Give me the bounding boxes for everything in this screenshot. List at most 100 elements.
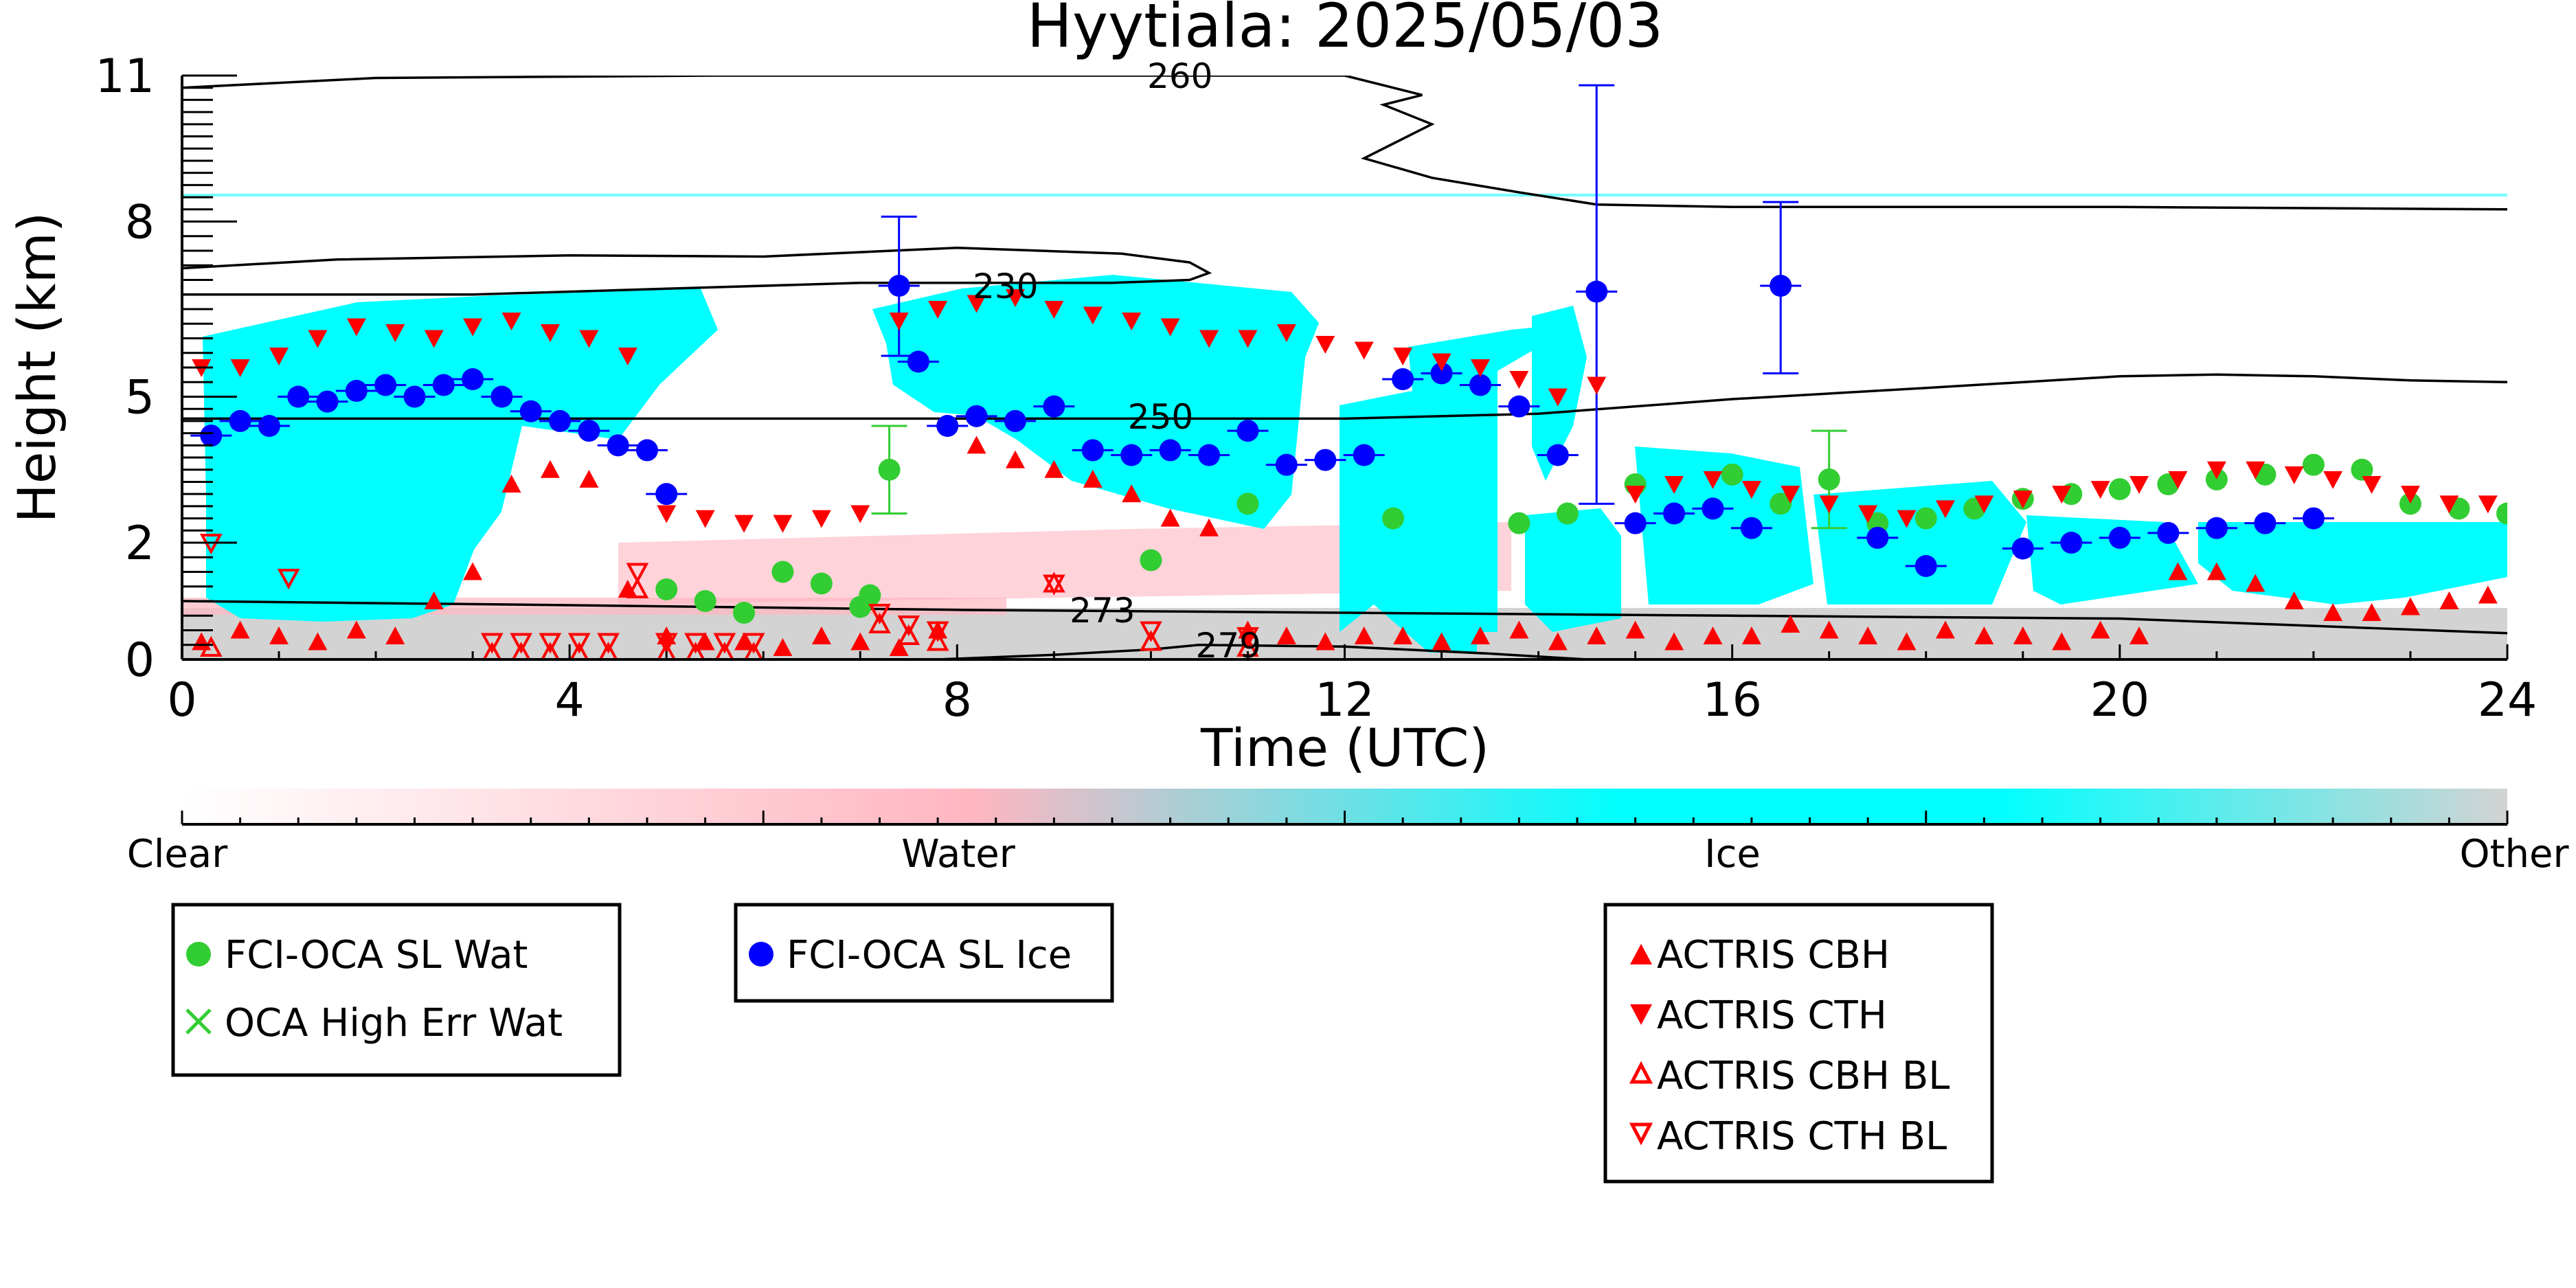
marker-actris-cth	[2129, 476, 2149, 494]
marker-oca-ice	[636, 439, 658, 462]
legend-ice-box	[734, 903, 1114, 1003]
marker-actris-cbh	[1664, 632, 1684, 651]
legend-marker-cbh	[1630, 944, 1652, 964]
marker-actris-cbh	[2246, 574, 2266, 592]
marker-actris-cth	[1548, 388, 1568, 407]
marker-actris-cth	[2052, 486, 2072, 504]
marker-oca-ice	[965, 405, 988, 427]
marker-actris-cth	[1858, 505, 1878, 523]
marker-oca-wat	[1818, 468, 1840, 490]
marker-actris-cth	[501, 313, 521, 330]
marker-actris-cbh-bl	[598, 642, 618, 659]
marker-actris-cth	[463, 318, 483, 337]
marker-actris-cbh	[967, 436, 986, 454]
marker-oca-wat	[1556, 502, 1579, 525]
marker-oca-ice	[200, 425, 223, 447]
contour-label-250: 250	[1128, 397, 1193, 437]
marker-actris-cbh	[2129, 626, 2149, 644]
marker-actris-cth-bl	[684, 633, 707, 654]
contour-line-260	[182, 76, 2507, 211]
marker-actris-cth	[269, 348, 289, 365]
marker-actris-cbh	[2052, 632, 2072, 651]
marker-actris-cbh-bl	[199, 635, 223, 657]
marker-actris-cth	[540, 324, 560, 342]
marker-actris-cbh	[2284, 591, 2304, 609]
marker-oca-ice	[888, 275, 910, 297]
marker-actris-cth-bl	[655, 633, 678, 654]
marker-oca-ice	[1314, 449, 1337, 471]
marker-oca-wat	[2351, 458, 2373, 481]
marker-actris-cbh	[1160, 508, 1180, 527]
marker-actris-cth-bl	[713, 633, 736, 654]
marker-actris-cbh	[424, 591, 444, 609]
marker-actris-cbh	[1548, 632, 1568, 651]
ice-cloud-region-10	[2198, 522, 2507, 605]
legend-label-cth: ACTRIS CTH	[1657, 993, 1887, 1038]
marker-actris-cbh	[928, 620, 948, 639]
marker-oca-ice	[2060, 532, 2083, 554]
marker-actris-cbh-bl	[482, 642, 502, 659]
marker-oca-wat	[810, 572, 833, 595]
marker-oca-ice	[1508, 395, 1530, 418]
marker-actris-cbh	[346, 620, 366, 639]
x-tick-label: 0	[167, 673, 196, 727]
marker-actris-cth	[695, 510, 715, 528]
marker-actris-cth	[1509, 371, 1529, 389]
legend-label-cbh-bl: ACTRIS CBH BL	[1657, 1054, 1950, 1098]
legend-marker-oca-ice	[749, 942, 773, 967]
marker-actris-cbh	[1393, 626, 1413, 644]
marker-oca-wat	[1508, 512, 1530, 534]
marker-actris-cbh-bl	[868, 612, 891, 633]
marker-actris-cth	[385, 324, 405, 342]
marker-actris-cth	[1781, 486, 1800, 504]
marker-actris-cth	[734, 515, 754, 533]
marker-actris-cth	[2478, 495, 2498, 514]
marker-actris-cbh	[734, 632, 754, 651]
marker-actris-cbh	[1122, 484, 1142, 503]
marker-actris-cth	[346, 318, 366, 337]
y-tick-label: 2	[125, 517, 155, 571]
marker-actris-cbh	[385, 626, 405, 644]
marker-actris-cth-bl	[1043, 574, 1065, 596]
contour-line-250	[182, 373, 2507, 420]
marker-actris-cbh	[1858, 626, 1878, 644]
marker-actris-cbh	[2439, 591, 2459, 609]
marker-actris-cbh	[2478, 585, 2498, 604]
marker-actris-cth	[811, 510, 831, 528]
marker-oca-ice	[1770, 275, 1792, 297]
marker-actris-cbh	[1625, 620, 1645, 639]
marker-actris-cbh-bl	[1140, 630, 1162, 651]
marker-oca-ice	[432, 374, 455, 396]
ice-cloud-region-7	[1635, 447, 1814, 605]
marker-actris-cth	[230, 359, 250, 377]
marker-actris-cbh	[2400, 597, 2420, 615]
marker-actris-cth	[2284, 466, 2304, 484]
marker-oca-ice	[2254, 512, 2276, 534]
y-tick-label: 11	[95, 49, 155, 104]
marker-oca-ice	[1546, 444, 1569, 466]
marker-actris-cbh	[1703, 626, 1723, 644]
marker-actris-cth-bl	[277, 569, 300, 590]
marker-actris-cth	[773, 515, 793, 533]
marker-actris-cth	[1741, 481, 1761, 499]
marker-actris-cth	[1625, 486, 1645, 504]
marker-actris-cth	[1974, 495, 1994, 514]
marker-actris-cth	[2013, 490, 2033, 509]
marker-actris-cth	[1819, 495, 1839, 514]
marker-oca-ice	[2157, 521, 2180, 544]
legend-ice: FCI-OCA SL Ice	[734, 903, 1114, 1003]
marker-actris-cth-bl	[626, 563, 649, 584]
marker-actris-cth	[2362, 476, 2382, 494]
marker-actris-cbh-bl	[569, 642, 589, 659]
marker-actris-cth	[1044, 301, 1064, 319]
marker-actris-cbh-bl	[744, 642, 764, 659]
marker-actris-cbh-bl	[714, 642, 734, 659]
marker-actris-cth	[2323, 471, 2343, 489]
marker-oca-ice	[1663, 502, 1686, 525]
x-tick-label: 24	[2478, 673, 2538, 727]
x-tick-label: 20	[2090, 673, 2150, 727]
marker-actris-cbh-bl	[926, 630, 949, 651]
marker-actris-cth	[1122, 313, 1142, 330]
legend-label-cth-bl: ACTRIS CTH BL	[1657, 1114, 1947, 1159]
marker-actris-cth	[928, 301, 948, 319]
